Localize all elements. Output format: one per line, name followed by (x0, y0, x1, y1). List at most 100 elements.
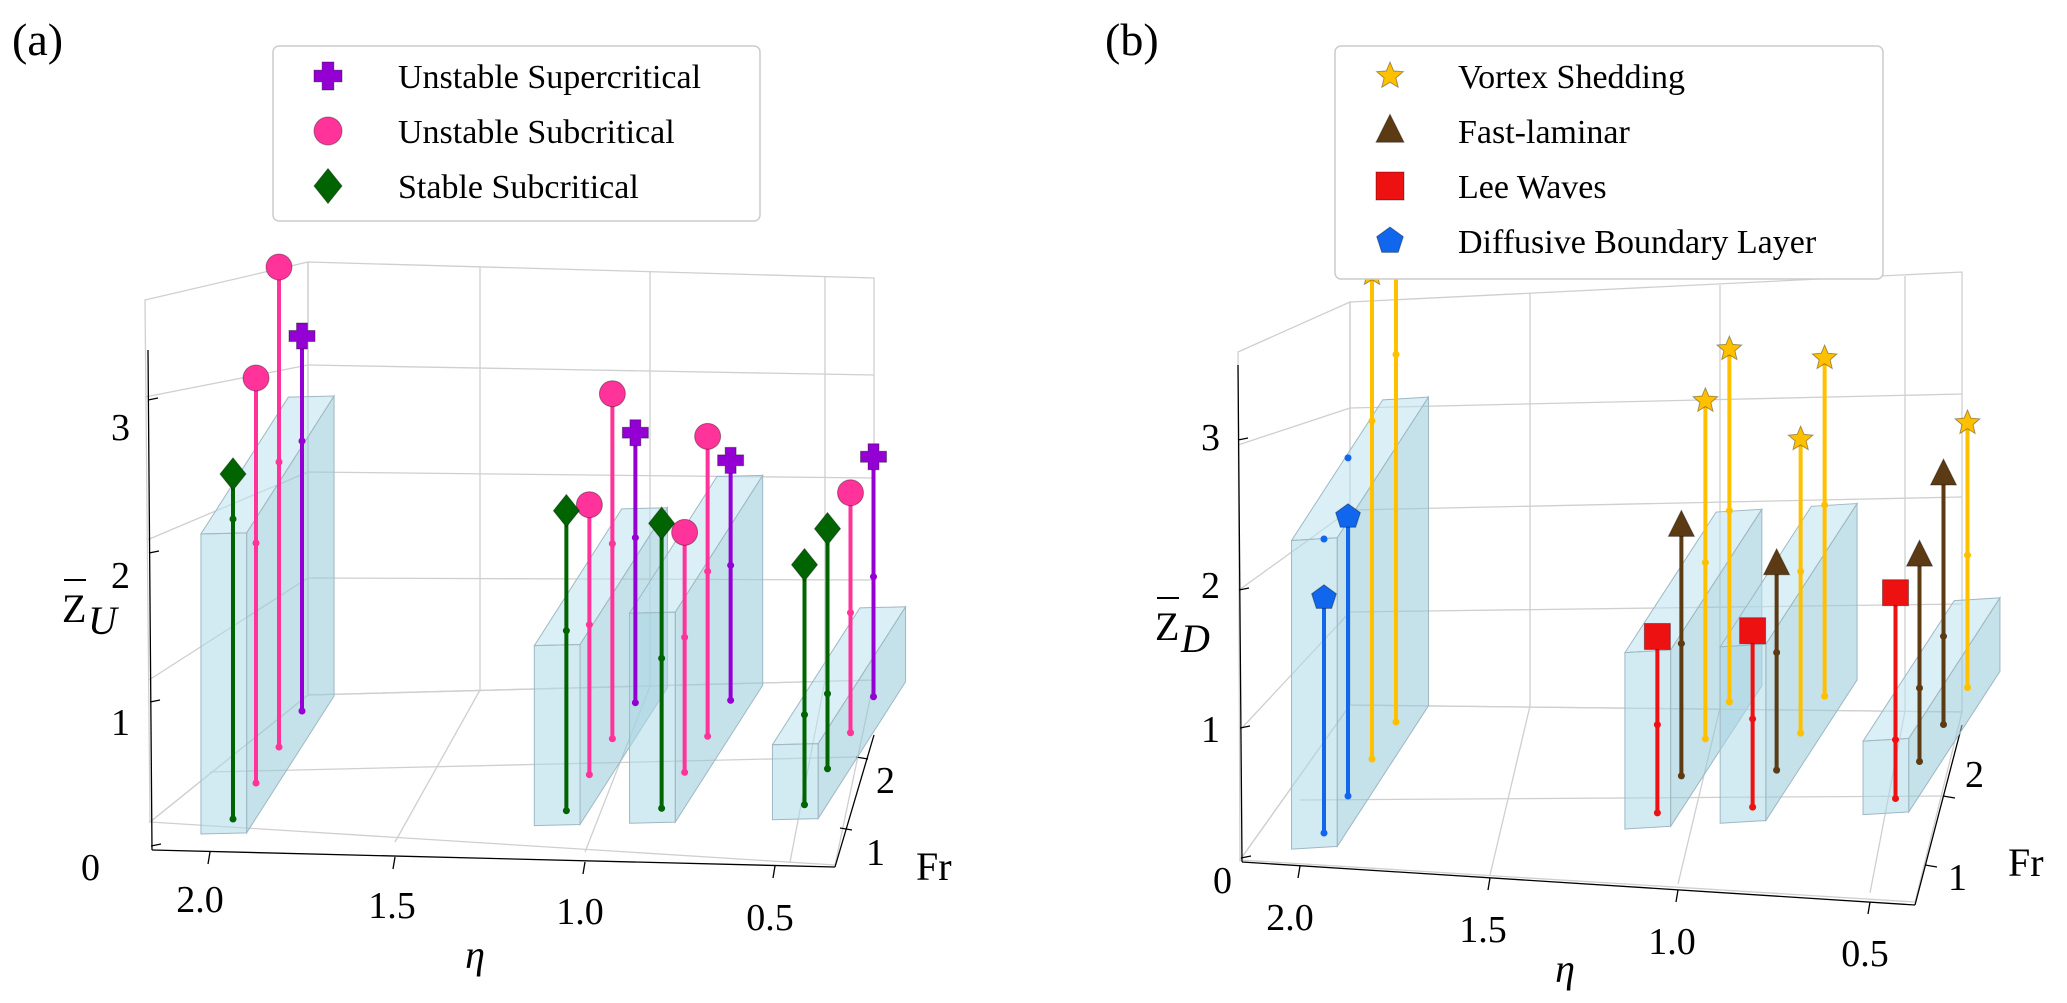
axes-lines (1237, 364, 1963, 906)
data-point-marker (717, 446, 745, 474)
stem-mid-dot (1701, 558, 1709, 566)
stem-base-dot (252, 779, 260, 787)
stem-base-dot (1320, 829, 1328, 837)
x-ticks: 2.0 1.5 1.0 0.5 η (176, 851, 794, 977)
x-tick-label: 2.0 (1266, 897, 1314, 939)
stem-base-dot (275, 743, 283, 751)
legend-label: Stable Subcritical (398, 169, 639, 206)
z-tick-label: 0 (81, 847, 100, 889)
panel-letter: (b) (1105, 14, 1159, 65)
stem-mid-dot (847, 609, 854, 617)
data-point-marker (1905, 538, 1934, 567)
x-tick-label: 1.0 (1648, 921, 1696, 963)
y-ticks: 1 2 Fr (1924, 754, 2044, 899)
y-axis-label: Fr (916, 844, 952, 889)
data-point-marker (219, 456, 247, 492)
stem-base-dot (1964, 684, 1971, 691)
stem-mid-dot (1821, 501, 1829, 509)
legend-label: Lee Waves (1458, 169, 1607, 206)
stem-mid-dot (1749, 715, 1757, 723)
stem-base-dot (1749, 803, 1757, 811)
z-tick-label: 1 (111, 702, 130, 744)
stem-mid-dot (681, 633, 689, 641)
stem-base-dot (562, 807, 570, 815)
panel-a: (a) (12, 14, 952, 977)
stem-base-dot (801, 801, 808, 809)
data-point-marker (242, 364, 270, 392)
legend-marker (1375, 113, 1405, 143)
data-point-marker (575, 491, 603, 519)
z-axis-label-sub: D (1180, 616, 1210, 661)
stem-base-dot (1773, 766, 1781, 774)
stem-mid-dot (252, 539, 260, 547)
panel-b: (b) 0 (1105, 14, 2044, 991)
slab-front (771, 743, 819, 821)
z-axis-label: Z U (62, 579, 120, 643)
x-tick-label: 0.5 (746, 897, 794, 939)
data-point-marker (1715, 334, 1743, 361)
legend: Vortex Shedding Fast-laminar Lee Waves Diff… (1334, 45, 1884, 280)
slab-front (1624, 649, 1672, 830)
stem-base-dot (1392, 718, 1400, 726)
data-point-marker (790, 547, 819, 582)
data-point-marker (265, 253, 293, 281)
stem-mid-dot (275, 458, 283, 466)
x-axis-label: η (465, 932, 485, 977)
axes-lines (147, 349, 875, 868)
z-axis-label-main: Z (62, 586, 86, 631)
data-point-marker (1643, 622, 1671, 650)
x-tick-label: 1.5 (1459, 909, 1507, 951)
x-tick-label: 1.0 (556, 891, 604, 933)
stem-base-dot (847, 729, 854, 737)
data-point-marker (621, 419, 649, 447)
legend-marker (1375, 171, 1405, 201)
x-tick-label: 1.5 (368, 885, 416, 927)
stem-base-dot (631, 699, 639, 707)
stem-mid-dot (1392, 351, 1400, 358)
legend-label: Unstable Supercritical (398, 59, 701, 96)
data-point-marker (1691, 386, 1719, 413)
z-tick-label: 3 (111, 407, 130, 449)
z-axis-label-main: Z (1155, 604, 1179, 649)
stem-mid-dot (1892, 736, 1899, 744)
legend-label: Fast-laminar (1458, 114, 1631, 151)
stem-mid-dot (1725, 507, 1733, 515)
legend: Unstable Supercritical Unstable Subcritic… (272, 45, 761, 222)
y-tick-label: 1 (866, 832, 885, 874)
stem-base-dot (870, 693, 877, 701)
data-point-marker (837, 479, 864, 507)
z-ticks: 0 1 2 3 (81, 397, 162, 889)
stem-mid-dot (1320, 535, 1328, 543)
x-tick-label: 0.5 (1841, 933, 1889, 975)
stem-base-dot (1344, 792, 1352, 800)
data-point-marker (694, 422, 722, 450)
y-tick-label: 2 (1965, 754, 1984, 796)
stem-base-dot (298, 707, 306, 715)
data-point-marker (1335, 503, 1361, 528)
stem-mid-dot (585, 621, 593, 629)
stem-base-dot (608, 735, 616, 743)
x-axis-label: η (1555, 946, 1575, 991)
x-tick-label: 2.0 (176, 879, 224, 921)
stem-base-dot (1677, 772, 1685, 780)
z-tick-label: 3 (1201, 417, 1220, 459)
stem-base-dot (1797, 729, 1805, 737)
data-point-marker (598, 380, 626, 408)
stem-base-dot (1916, 758, 1923, 765)
stem-base-dot (229, 815, 237, 823)
slab-front (629, 611, 676, 824)
stem-base-dot (681, 768, 689, 776)
stem-mid-dot (229, 515, 237, 523)
stem-mid-dot (1677, 640, 1685, 648)
slab-front (533, 644, 581, 827)
data-point-marker (1739, 617, 1767, 645)
stem-mid-dot (824, 690, 831, 698)
stem-mid-dot (1368, 417, 1376, 425)
stem-base-dot (1892, 795, 1899, 802)
legend-box (272, 45, 761, 222)
data-point-marker (1311, 584, 1337, 609)
legend-label: Vortex Shedding (1458, 59, 1685, 96)
data-point-marker (1929, 457, 1958, 486)
legend-label: Unstable Subcritical (398, 114, 675, 151)
